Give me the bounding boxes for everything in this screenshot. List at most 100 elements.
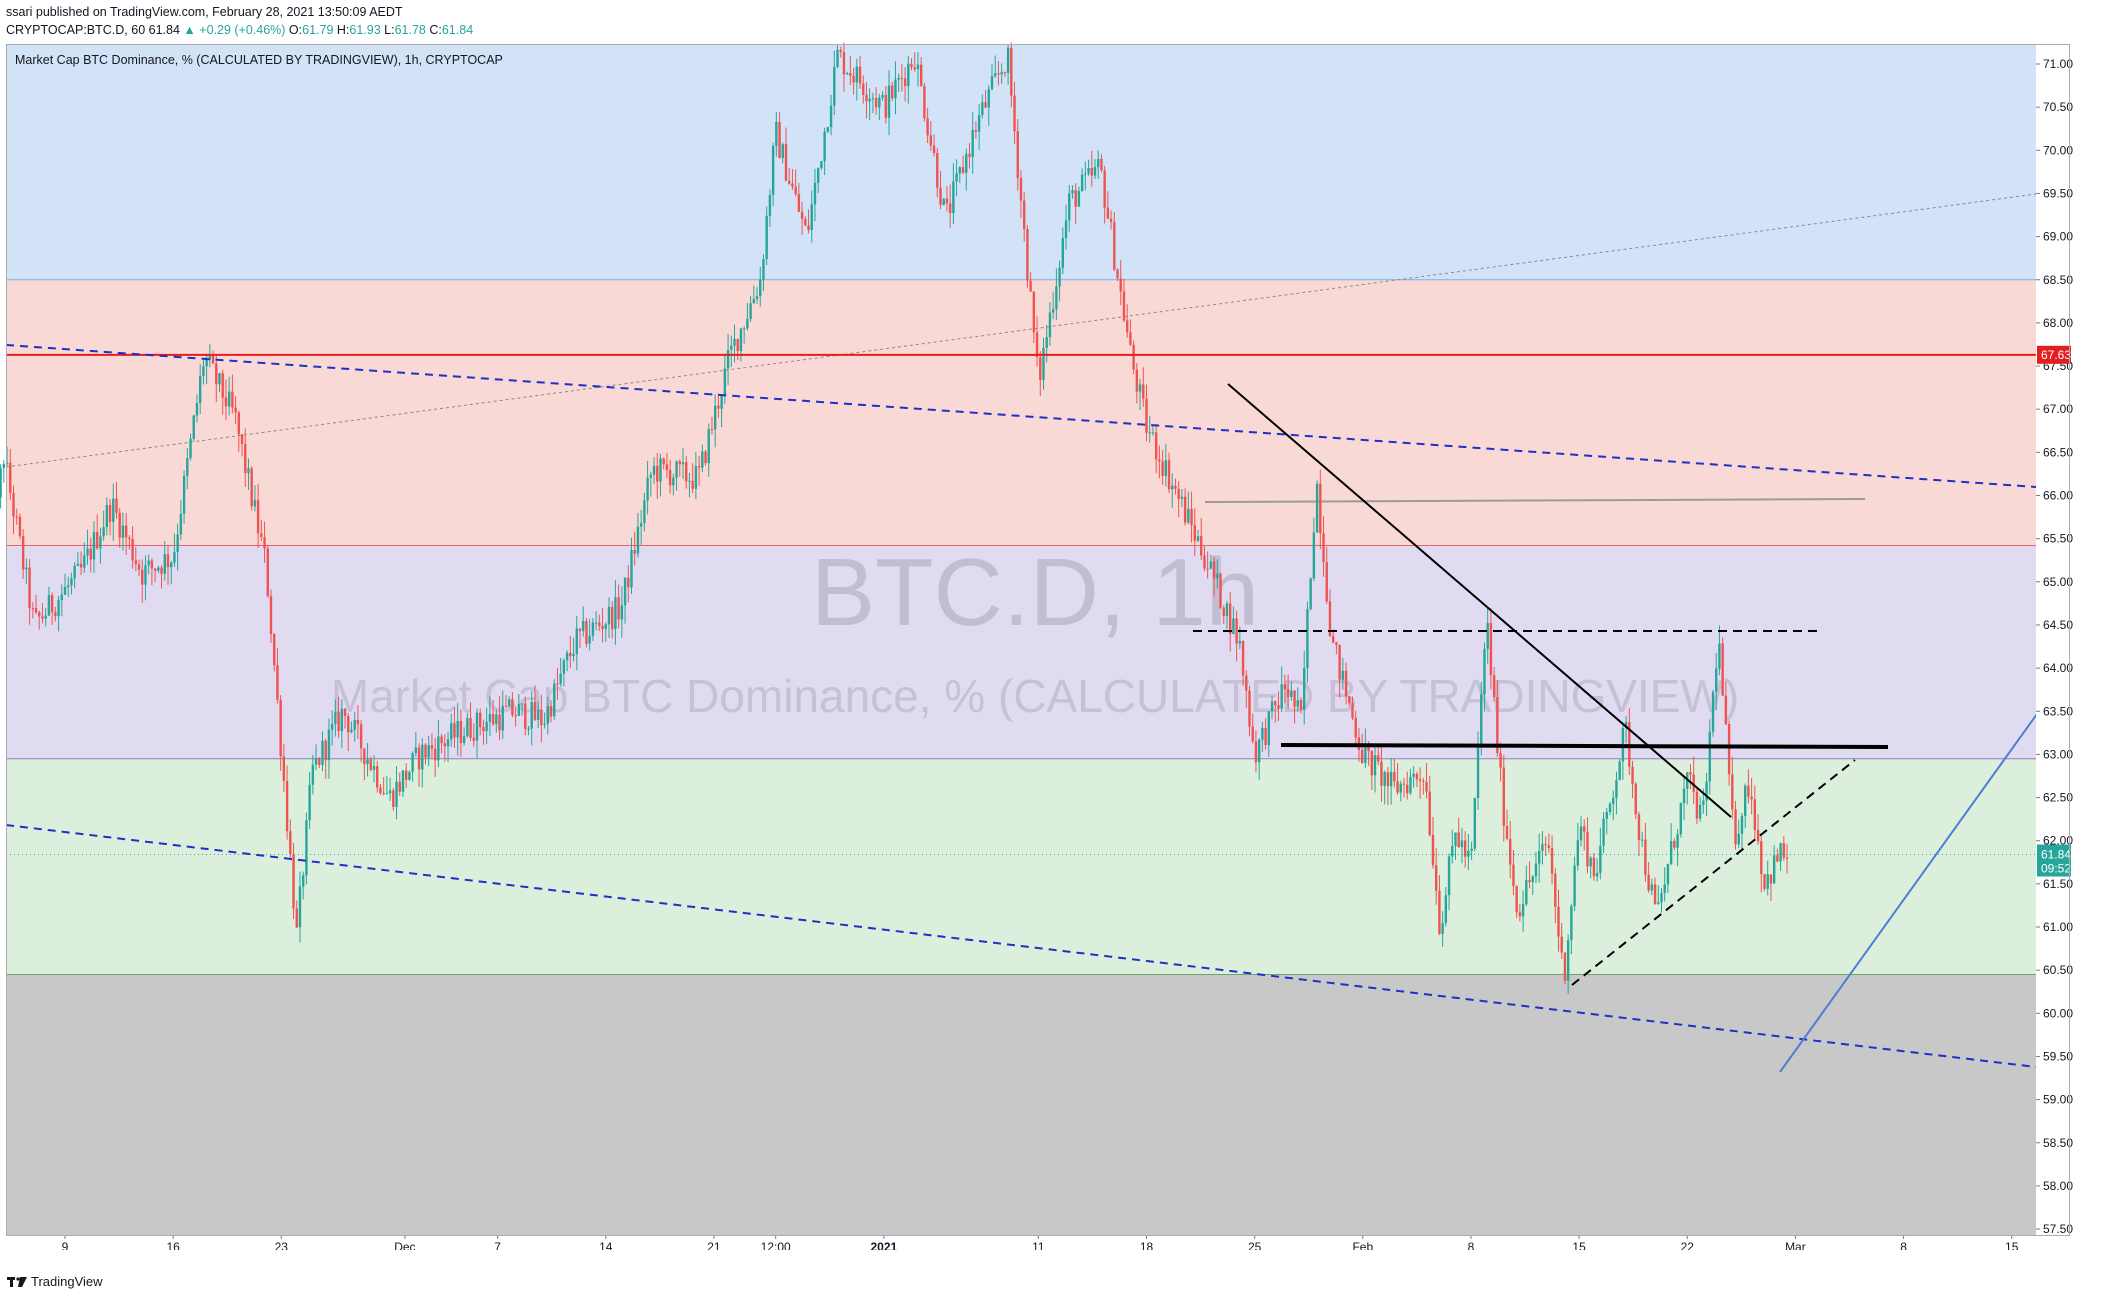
candle-body bbox=[372, 766, 376, 770]
candle-body bbox=[79, 563, 83, 568]
candle-body bbox=[1116, 269, 1119, 279]
zones-layer bbox=[6, 45, 2036, 1235]
candle-body bbox=[1760, 841, 1763, 875]
symbol-label[interactable]: CRYPTOCAP:BTC.D, 60 bbox=[6, 23, 146, 37]
candle-body bbox=[1766, 874, 1769, 889]
candle-body bbox=[462, 736, 466, 744]
candle-body bbox=[50, 594, 54, 613]
candle-body bbox=[1167, 460, 1171, 490]
candle-body bbox=[112, 498, 115, 522]
candle-body bbox=[311, 764, 315, 785]
candle-body bbox=[195, 403, 199, 416]
candle-body bbox=[1209, 561, 1213, 569]
candle-body bbox=[1521, 904, 1525, 917]
candle-body bbox=[794, 186, 797, 195]
candle-body bbox=[1003, 72, 1007, 74]
candle-body bbox=[301, 875, 305, 887]
candle-body bbox=[240, 434, 244, 445]
candle-body bbox=[289, 831, 292, 855]
candle-body bbox=[1154, 432, 1158, 460]
time-tick-label: Dec bbox=[394, 1240, 415, 1250]
candle-body bbox=[1422, 780, 1425, 782]
candle-body bbox=[1785, 857, 1789, 859]
candle-body bbox=[1570, 906, 1573, 941]
candle-body bbox=[965, 153, 968, 173]
candle-body bbox=[601, 625, 604, 629]
candle-body bbox=[1122, 291, 1126, 321]
support-line bbox=[1280, 743, 1889, 749]
candle-body bbox=[1602, 818, 1605, 846]
open-value: 61.79 bbox=[302, 23, 334, 37]
candle-body bbox=[1737, 833, 1740, 845]
candle-body bbox=[1193, 525, 1196, 541]
candle-body bbox=[1183, 496, 1187, 523]
candle-body bbox=[1747, 785, 1750, 797]
candle-body bbox=[433, 748, 437, 761]
candle-body bbox=[1698, 804, 1702, 819]
candle-body bbox=[588, 635, 591, 644]
candle-body bbox=[649, 474, 653, 478]
candle-body bbox=[12, 492, 15, 517]
candle-body bbox=[1573, 865, 1576, 907]
candle-body bbox=[923, 86, 926, 119]
candle-body bbox=[543, 723, 546, 726]
candle-body bbox=[60, 594, 63, 601]
chart-frame bbox=[6, 44, 2070, 1236]
series-legend[interactable]: Market Cap BTC Dominance, % (CALCULATED … bbox=[15, 53, 503, 67]
candle-body bbox=[385, 793, 389, 795]
candle-body bbox=[115, 498, 118, 513]
candle-body bbox=[862, 83, 865, 95]
candle-body bbox=[1158, 459, 1161, 462]
candle-body bbox=[15, 516, 18, 518]
price-tick-label: 58.00 bbox=[2043, 1179, 2073, 1193]
candle-body bbox=[437, 736, 440, 761]
candle-body bbox=[913, 67, 916, 70]
candle-body bbox=[990, 76, 994, 90]
candle-body bbox=[855, 66, 859, 83]
candle-body bbox=[759, 279, 762, 297]
candle-body bbox=[1612, 797, 1615, 804]
time-tick-label: 8 bbox=[1900, 1240, 1907, 1250]
candle-body bbox=[466, 717, 469, 737]
candle-body bbox=[685, 462, 688, 482]
candle-body bbox=[1441, 922, 1444, 934]
candle-body bbox=[701, 451, 704, 468]
candle-body bbox=[488, 713, 492, 722]
resistance-price-label-bg bbox=[2037, 345, 2071, 364]
price-chart[interactable]: BTC.D, 1h Market Cap BTC Dominance, % (C… bbox=[0, 0, 2126, 1250]
candle-body bbox=[279, 699, 282, 757]
candle-body bbox=[141, 569, 144, 585]
candle-body bbox=[1467, 850, 1470, 857]
candle-body bbox=[1418, 779, 1422, 781]
candle-body bbox=[102, 527, 105, 537]
candle-body bbox=[839, 49, 842, 52]
candle-body bbox=[108, 504, 112, 522]
candle-body bbox=[469, 717, 472, 738]
footer-brand[interactable]: TradingView bbox=[31, 1274, 103, 1289]
candle-body bbox=[330, 723, 334, 730]
candle-body bbox=[752, 299, 756, 304]
candle-body bbox=[347, 715, 350, 733]
candle-body bbox=[768, 194, 772, 216]
candle-body bbox=[173, 551, 176, 563]
candle-body bbox=[485, 721, 488, 732]
candle-body bbox=[720, 395, 723, 409]
candle-body bbox=[1238, 641, 1242, 644]
candle-body bbox=[376, 766, 379, 788]
candle-body bbox=[150, 560, 154, 569]
candle-body bbox=[668, 469, 672, 486]
candle-body bbox=[1019, 177, 1023, 201]
candle-body bbox=[1644, 839, 1647, 875]
candle-body bbox=[1293, 690, 1296, 707]
watermark-description: Market Cap BTC Dominance, % (CALCULATED … bbox=[331, 670, 1739, 722]
candle-body bbox=[578, 628, 582, 632]
time-tick-label: 12:00 bbox=[761, 1240, 791, 1250]
candle-body bbox=[1563, 952, 1567, 981]
high-value: 61.93 bbox=[349, 23, 381, 37]
candle-body bbox=[1463, 840, 1467, 857]
candle-body bbox=[89, 548, 92, 560]
candle-body bbox=[1444, 895, 1448, 923]
candle-body bbox=[0, 467, 2, 498]
candle-body bbox=[224, 397, 228, 407]
candle-body bbox=[1138, 384, 1142, 392]
